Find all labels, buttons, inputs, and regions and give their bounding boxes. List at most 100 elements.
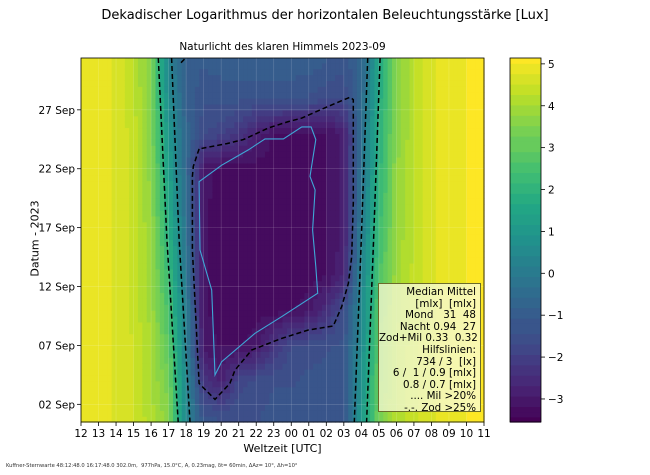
- heatmap-cell: [343, 327, 349, 335]
- heatmap-cell: [343, 58, 349, 64]
- heatmap-cell: [243, 374, 249, 382]
- heatmap-cell: [405, 274, 411, 282]
- heatmap-cell: [300, 245, 305, 252]
- heatmap-cell: [352, 198, 358, 205]
- heatmap-cell: [155, 92, 161, 99]
- heatmap-cell: [413, 180, 419, 187]
- heatmap-cell: [94, 351, 100, 358]
- heatmap-cell: [124, 74, 130, 81]
- heatmap-cell: [286, 286, 292, 294]
- heatmap-cell: [431, 410, 437, 417]
- heatmap-cell: [243, 368, 249, 376]
- heatmap-cell: [137, 345, 143, 352]
- heatmap-cell: [102, 410, 108, 417]
- heatmap-cell: [260, 310, 266, 317]
- heatmap-cell: [194, 121, 200, 129]
- heatmap-cell: [273, 298, 279, 305]
- heatmap-cell: [413, 204, 419, 211]
- heatmap-cell: [405, 410, 411, 417]
- heatmap-cell: [208, 198, 214, 205]
- heatmap-cell: [159, 62, 165, 70]
- heatmap-cell: [422, 192, 428, 199]
- heatmap-cell: [278, 162, 284, 170]
- heatmap-cell: [308, 310, 314, 317]
- heatmap-cell: [247, 321, 253, 329]
- heatmap-cell: [304, 80, 310, 87]
- heatmap-cell: [212, 392, 218, 400]
- heatmap-cell: [168, 92, 174, 99]
- heatmap-cell: [221, 327, 227, 335]
- heatmap-cell: [286, 357, 292, 364]
- heatmap-cell: [129, 68, 135, 76]
- heatmap-cell: [212, 115, 218, 123]
- heatmap-cell: [168, 180, 174, 187]
- heatmap-cell: [418, 233, 424, 241]
- heatmap-cell: [326, 398, 332, 405]
- heatmap-cell: [317, 268, 323, 276]
- heatmap-cell: [102, 251, 108, 258]
- heatmap-cell: [356, 151, 362, 158]
- heatmap-cell: [94, 380, 100, 388]
- heatmap-cell: [212, 280, 218, 288]
- heatmap-cell: [102, 115, 108, 123]
- heatmap-cell: [326, 262, 332, 270]
- heatmap-cell: [330, 327, 336, 335]
- heatmap-cell: [335, 251, 341, 258]
- heatmap-cell: [295, 333, 301, 341]
- heatmap-cell: [89, 274, 95, 282]
- heatmap-cell: [387, 74, 393, 81]
- heatmap-cell: [356, 58, 362, 64]
- heatmap-cell: [326, 209, 332, 217]
- heatmap-cell: [124, 386, 130, 394]
- heatmap-cell: [317, 380, 323, 388]
- heatmap-cell: [352, 98, 358, 105]
- heatmap-cell: [343, 386, 349, 394]
- heatmap-cell: [356, 227, 362, 235]
- heatmap-cell: [203, 127, 209, 134]
- heatmap-cell: [129, 251, 135, 258]
- heatmap-cell: [168, 345, 174, 352]
- heatmap-cell: [251, 145, 257, 152]
- heatmap-cell: [85, 416, 91, 423]
- heatmap-cell: [352, 139, 358, 146]
- heatmap-cell: [321, 186, 327, 193]
- heatmap-cell: [247, 251, 253, 258]
- heatmap-cell: [98, 151, 104, 158]
- heatmap-cell: [378, 204, 384, 211]
- heatmap-cell: [370, 168, 376, 176]
- heatmap-cell: [146, 180, 152, 187]
- heatmap-cell: [400, 274, 406, 282]
- heatmap-cell: [431, 268, 437, 276]
- heatmap-cell: [326, 345, 332, 352]
- heatmap-cell: [194, 127, 200, 134]
- heatmap-cell: [94, 227, 100, 235]
- heatmap-cell: [146, 115, 152, 123]
- heatmap-cell: [313, 62, 319, 70]
- heatmap-cell: [370, 121, 376, 129]
- heatmap-cell: [133, 392, 139, 400]
- heatmap-cell: [129, 345, 135, 352]
- heatmap-cell: [260, 80, 266, 87]
- heatmap-cell: [365, 145, 371, 152]
- heatmap-cell: [190, 86, 196, 93]
- heatmap-cell: [405, 109, 411, 117]
- heatmap-cell: [85, 392, 91, 400]
- heatmap-cell: [221, 162, 227, 170]
- heatmap-cell: [330, 103, 336, 111]
- heatmap-cell: [186, 145, 192, 152]
- heatmap-cell: [300, 174, 305, 182]
- heatmap-cell: [260, 410, 266, 417]
- heatmap-cell: [361, 363, 367, 370]
- heatmap-cell: [199, 298, 205, 305]
- heatmap-cell: [221, 145, 227, 152]
- heatmap-cell: [120, 251, 126, 258]
- heatmap-cell: [234, 286, 240, 294]
- heatmap-cell: [216, 310, 222, 317]
- heatmap-cell: [155, 239, 161, 246]
- heatmap-cell: [243, 186, 249, 193]
- heatmap-cell: [212, 133, 218, 140]
- heatmap-cell: [335, 274, 341, 282]
- heatmap-cell: [194, 62, 200, 70]
- heatmap-cell: [159, 410, 165, 417]
- heatmap-cell: [133, 233, 139, 241]
